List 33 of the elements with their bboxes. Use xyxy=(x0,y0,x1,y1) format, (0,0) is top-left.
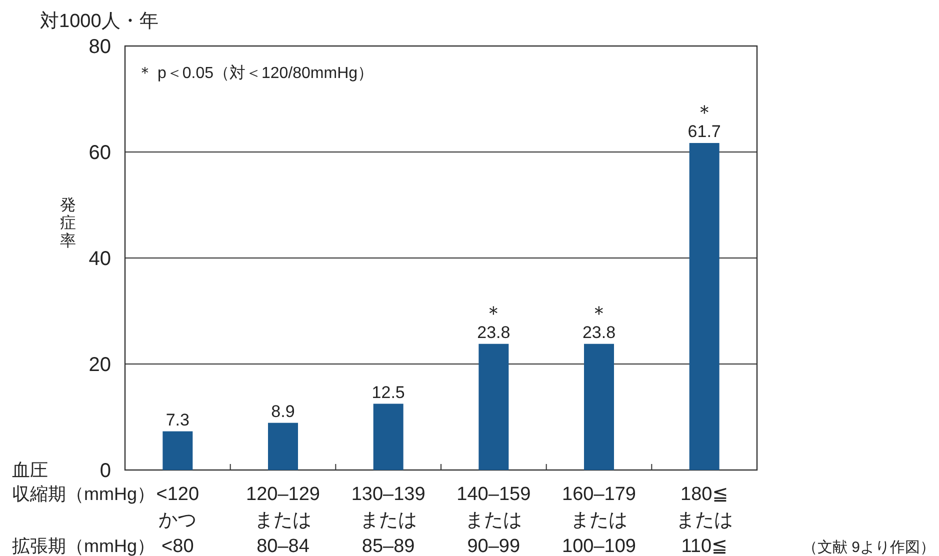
bar xyxy=(584,344,614,470)
annotation: ＊ xyxy=(589,302,609,325)
x-tick-label: <120 かつ <80 xyxy=(156,484,200,556)
y-axis-title: 発症率 xyxy=(60,197,76,250)
x-tick-label: 140–159 または 90–99 xyxy=(456,484,531,556)
data-label: 23.8 xyxy=(477,322,510,342)
text: 血圧 xyxy=(12,460,48,480)
y-tick-label: 20 xyxy=(88,354,111,376)
x-tick-label: 120–129 または 80–84 xyxy=(246,484,320,556)
data-label: 8.9 xyxy=(271,402,295,421)
annotation: ＊ p＜0.05（対＜120/80mmHg） xyxy=(137,64,374,82)
data-label: 23.8 xyxy=(582,322,616,342)
y-tick-label: 40 xyxy=(88,248,111,270)
x-tick-label: 130–139 または 85–89 xyxy=(351,484,426,556)
bar xyxy=(478,344,509,470)
data-label: 7.3 xyxy=(166,410,190,430)
y-tick-label: 0 xyxy=(100,460,111,482)
y-tick-label: 80 xyxy=(88,36,111,58)
y-tick-label: 60 xyxy=(88,142,111,164)
bar xyxy=(268,422,298,470)
text: 収縮期（mmHg） xyxy=(12,484,155,504)
text: （文献 9より作図） xyxy=(802,539,935,556)
data-label: 61.7 xyxy=(688,122,721,141)
data-label: 12.5 xyxy=(372,382,405,402)
bar xyxy=(689,142,720,470)
text: 拡張期（mmHg） xyxy=(12,536,155,556)
annotation: ＊ xyxy=(694,102,714,124)
x-tick-label: 180≦ または 110≦ xyxy=(676,484,733,556)
chart-title: 対1000人・年 xyxy=(40,10,158,32)
bar xyxy=(162,431,193,470)
x-tick-label: 160–179 または 100–109 xyxy=(562,484,636,556)
bar xyxy=(373,404,404,470)
annotation: ＊ xyxy=(484,302,504,325)
